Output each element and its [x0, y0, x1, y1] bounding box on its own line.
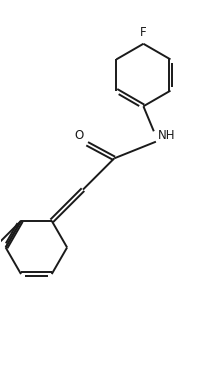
- Text: F: F: [140, 25, 147, 39]
- Text: NH: NH: [158, 129, 176, 142]
- Text: O: O: [74, 129, 84, 142]
